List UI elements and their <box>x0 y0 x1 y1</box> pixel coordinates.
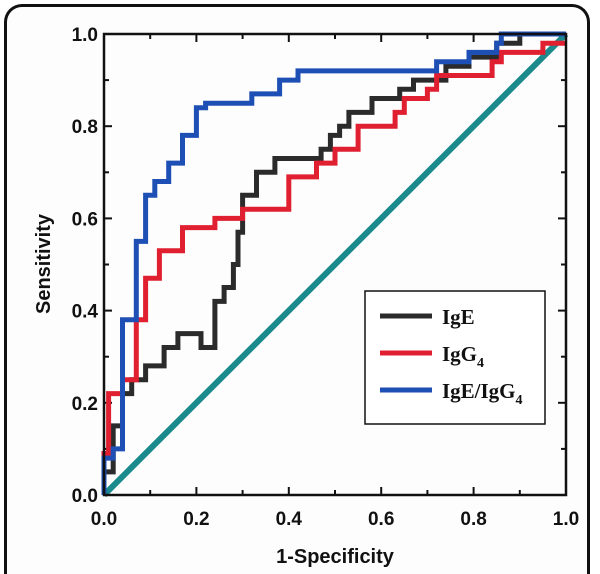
legend-box <box>364 290 546 425</box>
x-tick-label: 0.2 <box>183 509 209 530</box>
y-tick-label: 0.8 <box>72 117 98 138</box>
x-tick-label: 0.0 <box>91 509 117 530</box>
x-tick-label: 1.0 <box>553 509 579 530</box>
plot-area-border <box>102 32 568 497</box>
y-tick-label: 0.4 <box>72 302 99 323</box>
series-igg4-line <box>101 40 566 495</box>
series-reference-line <box>101 31 569 498</box>
y-tick-label: 1.0 <box>72 25 98 46</box>
x-tick-labels: 0.0 0.2 0.4 0.6 0.8 1.0 <box>91 509 579 530</box>
y-tick-labels: 0.0 0.2 0.4 0.6 0.8 1.0 <box>72 25 99 507</box>
legend-label: IgE <box>442 305 475 329</box>
x-tick-label: 0.4 <box>276 509 303 530</box>
y-tick-label: 0.0 <box>72 486 98 507</box>
y-tick-label: 0.2 <box>72 394 98 415</box>
roc-curves <box>101 31 569 498</box>
y-tick-label: 0.6 <box>72 209 98 230</box>
x-tick-label: 0.6 <box>368 509 394 530</box>
x-tick-label: 0.8 <box>460 509 486 530</box>
x-axis-title: 1-Specificity <box>276 546 395 568</box>
series-ige-line <box>101 31 566 495</box>
y-axis-title: Sensitivity <box>33 213 55 314</box>
series-ige-igg4-line <box>101 31 566 495</box>
